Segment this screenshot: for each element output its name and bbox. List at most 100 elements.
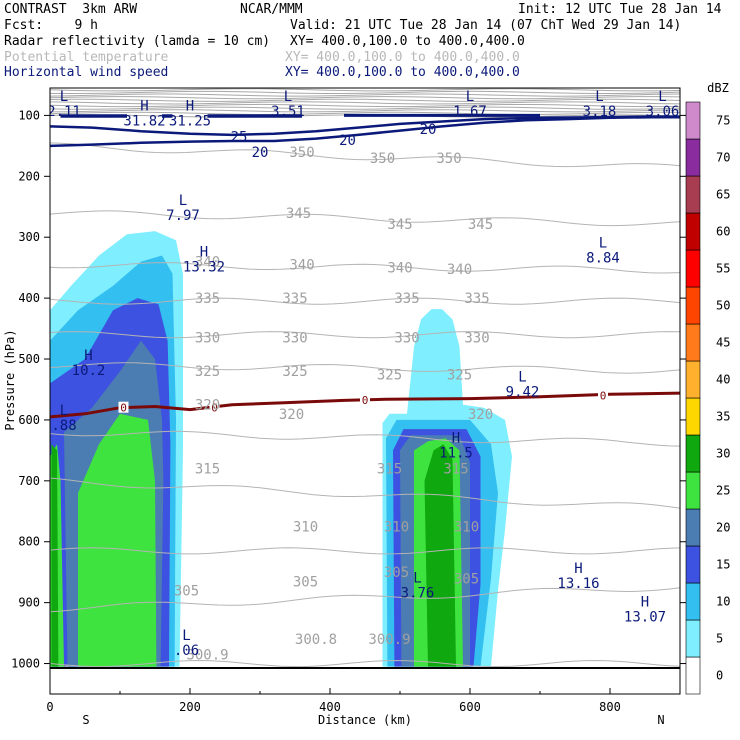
wind-label: 20 (252, 145, 269, 161)
theta-label: 305 (384, 565, 409, 581)
x-axis-label: Distance (km) (318, 713, 412, 727)
theta-label: 335 (394, 291, 419, 307)
colorbar-label: 45 (716, 336, 730, 350)
upper-theta-line-5 (50, 101, 680, 105)
colorbar-label: 70 (716, 151, 730, 165)
theta-contour-335 (50, 297, 680, 305)
colorbar-label: 15 (716, 558, 730, 572)
theta-label: 320 (468, 407, 493, 423)
extremum-value: 3.76 (401, 585, 435, 601)
y-tick-label: 100 (18, 108, 40, 122)
extremum-value: 2.11 (47, 104, 81, 120)
upper-theta-line-0 (50, 88, 680, 92)
extremum-low-marker: L (658, 89, 666, 105)
theta-label: 335 (464, 291, 489, 307)
field2-xy: XY= 400.0,100.0 to 400.0,400.0 (285, 50, 520, 65)
y-tick-label: 800 (18, 535, 40, 549)
theta-contour-320 (50, 430, 680, 447)
freezing-level-layer: 0 0 0 0 (50, 389, 680, 419)
theta-label: 315 (195, 462, 220, 478)
plot-frame (49, 87, 681, 695)
colorbar-label: 40 (716, 373, 730, 387)
colorbar: 0 5 10 15 20 25 30 35 40 45 50 55 60 65 70 75 (685, 101, 730, 695)
theta-label: 345 (286, 206, 311, 222)
extremum-value: 8.84 (586, 250, 620, 266)
colorbar-swatch (685, 323, 701, 362)
freezing-label-bg (209, 401, 220, 413)
colorbar-swatch (685, 138, 701, 177)
extremum-value: 13.16 (557, 576, 599, 592)
colorbar-label: 10 (716, 595, 730, 609)
extremum-value: 3.51 (271, 104, 305, 120)
wind-contour-layer (50, 113, 680, 148)
x-tick-label: 600 (459, 700, 481, 714)
field1-name: Radar reflectivity (lamda = 10 cm) (4, 34, 271, 49)
field3-name: Horizontal wind speed (4, 65, 169, 80)
extremum-value: 10.2 (72, 363, 106, 379)
theta-label: 305 (174, 584, 199, 600)
extremum-value: .88 (51, 418, 76, 434)
y-tick-label: 200 (18, 169, 40, 183)
wind-label: 20 (420, 122, 437, 138)
upper-theta-line-7 (50, 106, 680, 110)
extremum-value: 3.18 (583, 104, 617, 120)
colorbar-swatch (685, 101, 701, 140)
theta-label: 305 (454, 571, 479, 587)
theta-label: 315 (377, 462, 402, 478)
colorbar-swatch (685, 434, 701, 473)
theta-label: 340 (387, 261, 412, 277)
upper-theta-line-2 (50, 93, 680, 97)
theta-label: 315 (443, 462, 468, 478)
extremum-value: 31.25 (169, 113, 211, 129)
extremum-high-marker: H (452, 430, 460, 446)
organization: NCAR/MMM (240, 2, 303, 17)
field2-name: Potential temperature (4, 50, 169, 65)
colorbar-swatch (685, 360, 701, 399)
colorbar-label: 25 (716, 484, 730, 498)
theta-label: 320 (279, 407, 304, 423)
theta-label: 340 (447, 262, 472, 278)
y-tick-label: 400 (18, 291, 40, 305)
theta-label: 345 (468, 217, 493, 233)
theta-label: 320 (195, 398, 220, 414)
theta-label: 325 (447, 367, 472, 383)
colorbar-label: 65 (716, 188, 730, 202)
theta-contour-345 (50, 210, 680, 227)
extremum-low-marker: L (413, 570, 421, 586)
upper-theta-line-8 (50, 109, 680, 113)
colorbar-label: 0 (716, 669, 723, 683)
colorbar-swatch (685, 249, 701, 288)
theta-label: 325 (282, 364, 307, 380)
extremum-value: .06 (174, 643, 199, 659)
theta-label: 325 (195, 364, 220, 380)
colorbar-label: 50 (716, 299, 730, 313)
freezing-label-bg (598, 389, 608, 401)
extremum-value: 11.5 (439, 445, 473, 461)
reflectivity-region-12 (424, 444, 456, 667)
freezing-label: 0 (120, 402, 127, 415)
extremum-low-marker: L (182, 628, 190, 644)
theta-label: 335 (282, 291, 307, 307)
theta-label: 300.9 (186, 647, 228, 663)
extrema-labels: L2.11 H31.82H31.25L3.51L1.67L3.18L3.06L7.… (47, 89, 680, 659)
theta-label: 335 (195, 291, 220, 307)
freezing-label-bg (118, 401, 129, 413)
extremum-low-marker: L (518, 369, 526, 385)
extremum-value: 13.07 (624, 610, 666, 626)
theta-label: 330 (195, 331, 220, 347)
colorbar-swatch (685, 545, 701, 584)
extremum-high-marker: H (200, 245, 208, 261)
extremum-value: 3.06 (646, 104, 680, 120)
extremum-value: 9.42 (506, 384, 540, 400)
theta-label: 310 (384, 520, 409, 536)
upper-theta-line-6 (50, 103, 680, 108)
freezing-label-bg (360, 393, 370, 405)
theta-label: 305 (293, 574, 318, 590)
extremum-low-marker: L (466, 89, 474, 105)
extremum-high-marker: H (574, 561, 582, 577)
wind-label: 25 (231, 130, 248, 146)
theta-contour-layer (50, 142, 680, 668)
extremum-low-marker: L (599, 235, 607, 251)
